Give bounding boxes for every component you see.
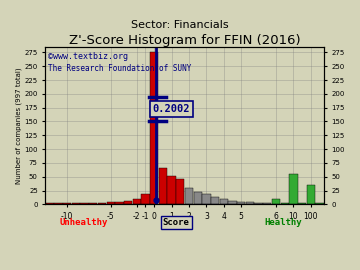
Text: Score: Score bbox=[163, 218, 190, 227]
Bar bbox=[289, 174, 297, 204]
Bar bbox=[72, 203, 80, 204]
Bar bbox=[280, 203, 289, 204]
Bar bbox=[141, 194, 150, 204]
Bar bbox=[237, 202, 245, 204]
Bar bbox=[211, 197, 219, 204]
Bar bbox=[315, 203, 324, 204]
Text: Sector: Financials: Sector: Financials bbox=[131, 20, 229, 30]
Bar bbox=[98, 203, 106, 204]
Bar bbox=[307, 185, 315, 204]
Bar bbox=[115, 202, 123, 204]
Text: ©www.textbiz.org: ©www.textbiz.org bbox=[48, 52, 128, 61]
Bar bbox=[185, 188, 193, 204]
Bar bbox=[132, 199, 141, 204]
Title: Z'-Score Histogram for FFIN (2016): Z'-Score Histogram for FFIN (2016) bbox=[69, 34, 301, 47]
Bar bbox=[263, 203, 271, 204]
Text: Healthy: Healthy bbox=[264, 218, 302, 227]
Bar bbox=[272, 199, 280, 204]
Bar bbox=[150, 52, 158, 204]
Bar bbox=[159, 168, 167, 204]
Bar bbox=[202, 194, 211, 204]
Y-axis label: Number of companies (997 total): Number of companies (997 total) bbox=[15, 67, 22, 184]
Text: The Research Foundation of SUNY: The Research Foundation of SUNY bbox=[48, 64, 192, 73]
Bar bbox=[255, 203, 263, 204]
Bar bbox=[194, 192, 202, 204]
Bar bbox=[176, 179, 184, 204]
Bar bbox=[246, 202, 254, 204]
Bar bbox=[107, 202, 115, 204]
Bar bbox=[54, 203, 63, 204]
Bar bbox=[167, 176, 176, 204]
Bar bbox=[80, 203, 89, 204]
Bar bbox=[89, 203, 98, 204]
Text: 0.2002: 0.2002 bbox=[152, 104, 190, 114]
Bar bbox=[220, 199, 228, 204]
Bar bbox=[228, 201, 237, 204]
Bar bbox=[124, 201, 132, 204]
Text: Unhealthy: Unhealthy bbox=[59, 218, 108, 227]
Bar bbox=[63, 203, 71, 204]
Bar bbox=[298, 203, 306, 204]
Bar bbox=[46, 203, 54, 204]
